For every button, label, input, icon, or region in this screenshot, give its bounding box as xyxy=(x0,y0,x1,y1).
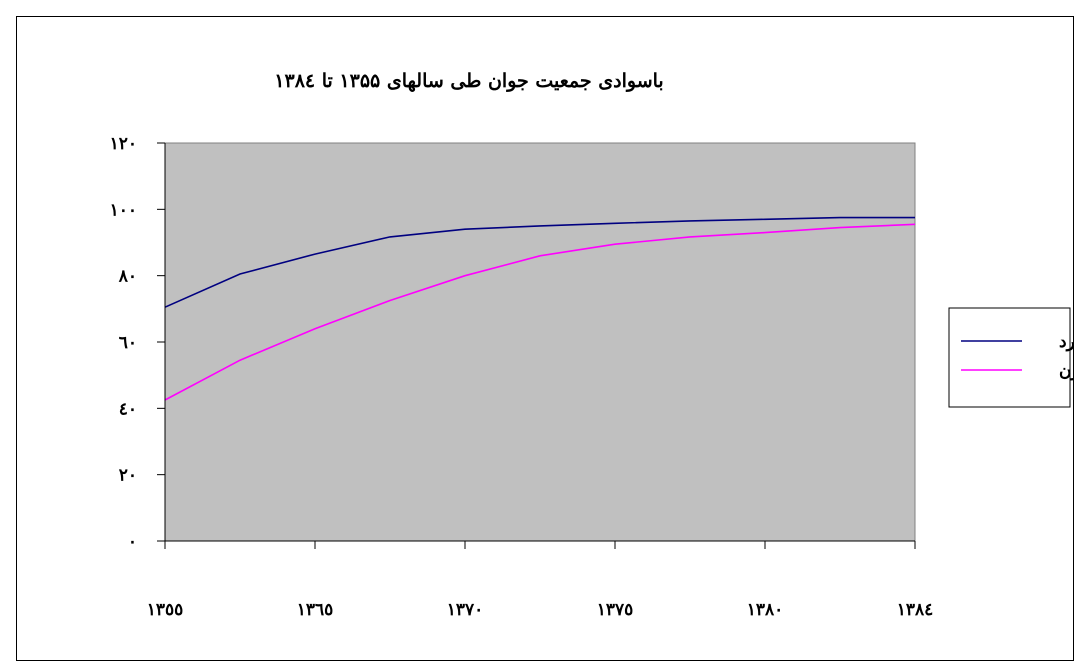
legend-label-female: زن xyxy=(1059,361,1073,381)
legend-label-male: مرد xyxy=(1059,332,1073,352)
line-chart: باسوادی جمعیت جوان طی سالهای ۱۳۵۵ تا ۱۳۸… xyxy=(17,17,1073,660)
y-tick-label: ٨٠ xyxy=(118,267,137,287)
y-tick-label: ١٠٠ xyxy=(110,200,137,220)
x-tick-label: ١٣٥٥ xyxy=(147,600,184,620)
legend: مرد زن xyxy=(949,308,1073,407)
y-tick-label: ٦٠ xyxy=(119,333,137,353)
x-tick-labels: ١٣٥٥ ١٣٦٥ ١٣٧٠ ١٣٧٥ ١٣٨٠ ١٣٨٤ xyxy=(147,600,934,620)
x-tick-label: ١٣٧٥ xyxy=(597,600,634,620)
x-tick-label: ١٣٦٥ xyxy=(297,600,334,620)
y-tick-label: ٠ xyxy=(128,532,137,552)
y-tick-label: ٤٠ xyxy=(119,399,137,419)
x-tick-label: ١٣٧٠ xyxy=(447,600,484,620)
chart-frame: باسوادی جمعیت جوان طی سالهای ۱۳۵۵ تا ۱۳۸… xyxy=(16,16,1074,661)
y-tick-label: ٢٠ xyxy=(119,466,137,486)
y-tick-labels: ٠ ٢٠ ٤٠ ٦٠ ٨٠ ١٠٠ ١٢٠ xyxy=(110,134,137,552)
chart-title: باسوادی جمعیت جوان طی سالهای ۱۳۵۵ تا ۱۳۸… xyxy=(274,70,663,92)
x-tick-label: ١٣٨٠ xyxy=(747,600,784,620)
y-tick-label: ١٢٠ xyxy=(110,134,137,154)
x-tick-label: ١٣٨٤ xyxy=(897,600,934,620)
legend-box xyxy=(949,308,1070,407)
plot-area xyxy=(165,143,915,541)
